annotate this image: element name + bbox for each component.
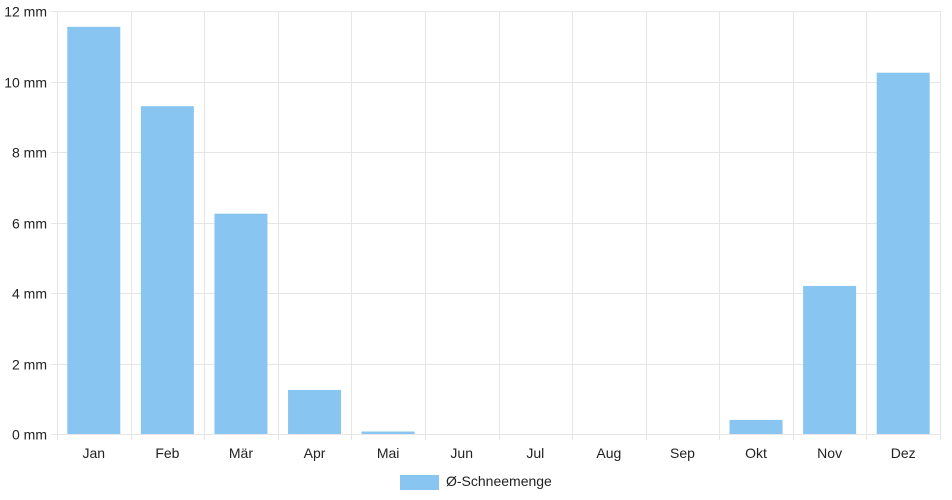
y-tick-label: 8 mm (12, 145, 47, 161)
y-tick-label: 4 mm (12, 286, 47, 302)
legend[interactable]: Ø-Schneemenge (400, 473, 552, 490)
y-tick-label: 0 mm (12, 427, 47, 443)
y-tick-label: 6 mm (12, 216, 47, 232)
x-tick-label: Jul (526, 445, 544, 461)
x-tick-label: Apr (304, 445, 326, 461)
grid-lines (51, 11, 941, 440)
x-tick-label: Mär (229, 445, 253, 461)
x-tick-label: Sep (670, 445, 695, 461)
x-tick-label: Aug (596, 445, 621, 461)
y-tick-label: 10 mm (4, 75, 47, 91)
x-tick-label: Jan (83, 445, 106, 461)
y-tick-label: 12 mm (4, 4, 47, 20)
bar-Dez (876, 72, 930, 434)
y-tick-label: 2 mm (12, 357, 47, 373)
legend-label: Ø-Schneemenge (446, 473, 552, 489)
y-axis: 0 mm 2 mm 4 mm 6 mm 8 mm 10 mm 12 mm (4, 4, 47, 443)
bar-Feb (140, 106, 194, 435)
bar-Mai (361, 431, 415, 434)
x-axis: Jan Feb Mär Apr Mai Jun Jul Aug Sep Okt Nov Dez (83, 445, 916, 461)
bar-Mär (214, 213, 268, 434)
bars (67, 26, 930, 435)
bar-Apr (288, 389, 342, 434)
x-tick-label: Okt (745, 445, 767, 461)
x-tick-label: Nov (817, 445, 842, 461)
x-tick-label: Mai (377, 445, 400, 461)
bar-Jan (67, 26, 121, 435)
x-tick-label: Jun (450, 445, 473, 461)
legend-swatch (400, 475, 439, 490)
bar-Nov (803, 285, 857, 434)
bar-Okt (729, 419, 783, 434)
x-tick-label: Feb (155, 445, 179, 461)
x-tick-label: Dez (891, 445, 916, 461)
